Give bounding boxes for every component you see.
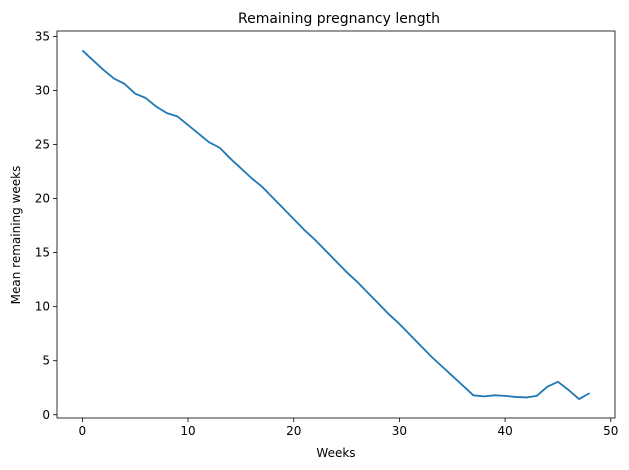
y-tick-label: 30 xyxy=(35,83,50,97)
x-tick-label: 50 xyxy=(603,424,618,438)
x-axis: 0 10 20 30 40 50 xyxy=(79,418,618,438)
x-axis-title: Weeks xyxy=(316,446,355,460)
x-tick-label: 20 xyxy=(286,424,301,438)
x-tick-label: 40 xyxy=(497,424,512,438)
y-axis: 0 5 10 15 20 25 30 35 xyxy=(35,29,57,422)
plot-area xyxy=(56,30,616,419)
series-line-0 xyxy=(81,49,591,400)
y-tick-label: 5 xyxy=(42,354,50,368)
y-tick-label: 15 xyxy=(35,246,50,260)
chart-title: Remaining pregnancy length xyxy=(238,11,440,27)
y-tick-label: 0 xyxy=(42,408,50,422)
x-tick-label: 10 xyxy=(180,424,195,438)
x-tick-label: 30 xyxy=(392,424,407,438)
y-tick-label: 35 xyxy=(35,29,50,43)
y-tick-label: 10 xyxy=(35,300,50,314)
x-tick-label: 0 xyxy=(79,424,87,438)
y-tick-label: 25 xyxy=(35,138,50,152)
y-tick-label: 20 xyxy=(35,192,50,206)
y-axis-title: Mean remaining weeks xyxy=(9,166,23,305)
plot-frame xyxy=(56,30,616,419)
